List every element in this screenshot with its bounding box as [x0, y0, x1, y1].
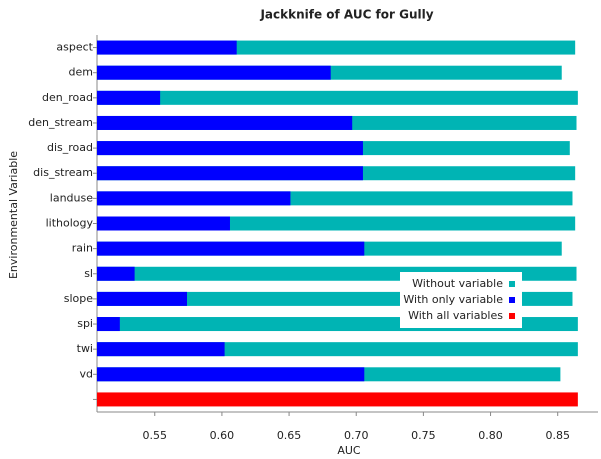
y-tick-label: rain: [72, 242, 93, 255]
legend-box: [400, 272, 522, 328]
bar: [97, 342, 225, 357]
y-tick-label: twi: [77, 342, 93, 355]
bar: [97, 191, 291, 206]
x-tick-label: 0.65: [277, 429, 302, 442]
y-tick-label: dis_road: [47, 141, 93, 154]
x-tick-label: 0.75: [411, 429, 436, 442]
x-tick-label: 0.85: [545, 429, 570, 442]
bar: [97, 141, 363, 156]
bar: [97, 65, 331, 80]
x-tick-label: 0.60: [210, 429, 235, 442]
legend-swatch: [509, 297, 515, 303]
y-tick-label: aspect: [56, 41, 93, 54]
y-tick-label: landuse: [50, 191, 93, 204]
y-tick-label: dis_stream: [33, 166, 93, 179]
bar: [97, 392, 578, 407]
y-tick-label: vd: [80, 367, 94, 380]
y-tick-label: slope: [64, 292, 93, 305]
legend-swatch: [509, 313, 515, 319]
legend-swatch: [509, 281, 515, 287]
bar: [97, 291, 187, 306]
x-axis-label: AUC: [337, 444, 361, 457]
bar: [97, 166, 363, 181]
bar: [97, 216, 230, 231]
y-tick-label: lithology: [46, 217, 94, 230]
bar: [97, 266, 135, 281]
x-tick-label: 0.55: [143, 429, 168, 442]
y-tick-label: spi: [77, 317, 93, 330]
bar: [97, 90, 161, 105]
legend-label: Without variable: [412, 277, 503, 290]
x-tick-label: 0.80: [478, 429, 503, 442]
bar: [97, 90, 578, 105]
bar: [97, 241, 365, 256]
x-tick-label: 0.70: [344, 429, 369, 442]
chart-title: Jackknife of AUC for Gully: [259, 8, 433, 22]
y-tick-label: dem: [69, 66, 93, 79]
y-axis-label: Environmental Variable: [7, 151, 20, 279]
legend-label: With only variable: [403, 293, 503, 306]
bar: [97, 115, 353, 130]
bar: [97, 367, 365, 382]
y-tick-label: sl: [84, 267, 93, 280]
bar: [97, 317, 120, 332]
bar: [97, 40, 237, 55]
y-tick-label: den_road: [42, 91, 93, 104]
y-tick-label: den_stream: [28, 116, 93, 129]
legend-label: With all variables: [408, 309, 503, 322]
